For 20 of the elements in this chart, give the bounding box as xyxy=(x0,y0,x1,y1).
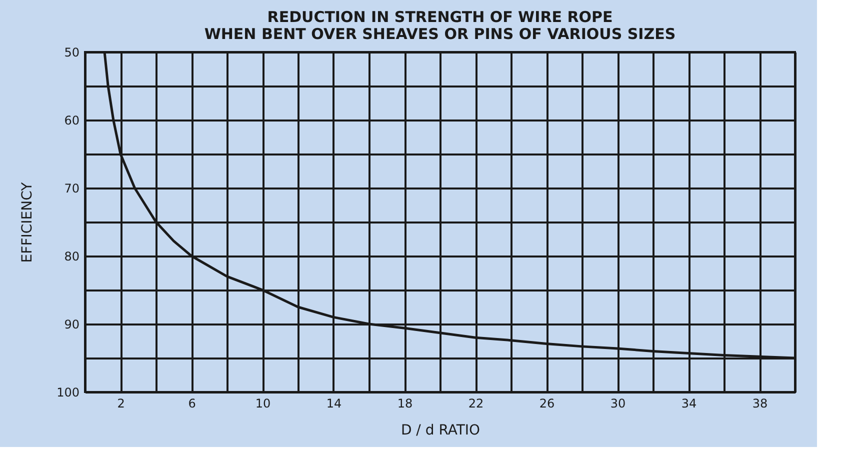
x-tick-label: 38 xyxy=(752,396,768,410)
x-axis-title: D / d RATIO xyxy=(400,422,480,438)
x-tick-label: 2 xyxy=(117,396,125,410)
y-tick-label: 100 xyxy=(56,386,80,400)
y-tick-label: 70 xyxy=(64,182,80,196)
x-tick-label: 30 xyxy=(610,396,626,410)
text: WHEN BENT OVER SHEAVES OR PINS OF VARIOUS SIZES xyxy=(204,25,676,43)
x-tick-label: 22 xyxy=(468,396,484,410)
x-tick-label: 10 xyxy=(255,396,271,410)
y-axis-title: EFFICIENCY xyxy=(20,182,36,263)
y-tick-label: 50 xyxy=(64,46,80,60)
x-tick-label: 6 xyxy=(188,396,196,410)
y-tick-label: 60 xyxy=(64,114,80,128)
y-tick-label: 90 xyxy=(64,318,80,332)
x-tick-label: 14 xyxy=(326,396,342,410)
x-tick-label: 26 xyxy=(539,396,555,410)
x-tick-label: 34 xyxy=(681,396,697,410)
text: REDUCTION IN STRENGTH OF WIRE ROPE xyxy=(267,8,613,26)
y-tick-label: 80 xyxy=(64,250,80,264)
x-tick-label: 18 xyxy=(397,396,413,410)
